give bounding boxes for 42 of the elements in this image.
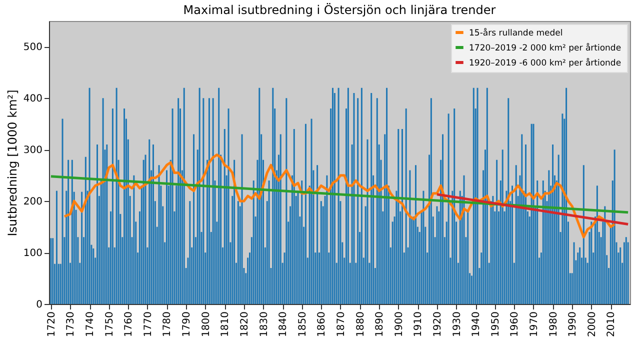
x-tick-label: 1750 xyxy=(104,312,116,337)
x-tick-label: 1960 xyxy=(510,312,521,337)
x-tick-label: 1870 xyxy=(336,312,347,337)
y-tick-label: 300 xyxy=(23,145,42,156)
x-tick-label: 1770 xyxy=(142,312,154,337)
y-axis-title: Isutbredning [1000 km²] xyxy=(5,90,20,236)
x-tick-label: 1810 xyxy=(220,312,232,337)
x-tick-label: 1790 xyxy=(182,312,193,337)
x-tick-label: 1730 xyxy=(66,312,77,337)
x-tick-label: 1860 xyxy=(316,312,328,337)
x-tick-label: 1740 xyxy=(85,312,96,337)
y-tick-label: 400 xyxy=(23,94,42,105)
x-tick-label: 2010 xyxy=(606,312,618,337)
x-tick-label: 1850 xyxy=(297,312,308,337)
y-tick-label: 500 xyxy=(23,42,42,54)
x-tick-label: 1940 xyxy=(471,312,482,337)
y-tick-label: 200 xyxy=(23,196,42,208)
x-tick-label: 1970 xyxy=(528,312,540,337)
x-tick-label: 1980 xyxy=(548,312,560,337)
line-series xyxy=(63,154,616,238)
x-tick-label: 1840 xyxy=(278,312,290,337)
x-tick-label: 1950 xyxy=(490,312,502,337)
x-tick-label: 2000 xyxy=(586,312,598,337)
x-tick-label: 1800 xyxy=(200,312,212,337)
x-tick-label: 1910 xyxy=(413,312,424,337)
chart-title: Maximal isutbredning i Östersjön och linjära trender xyxy=(183,3,496,17)
y-tick-label: 0 xyxy=(36,300,42,310)
x-tick-label: 1830 xyxy=(258,312,270,337)
x-tick-label: 1780 xyxy=(162,312,174,337)
x-tick-label: 1720 xyxy=(46,312,58,337)
x-tick-label: 1930 xyxy=(452,312,463,337)
x-tick-label: 1820 xyxy=(239,312,250,337)
legend-label: 1920–2019 -6 000 km² per årtionde xyxy=(469,58,622,68)
x-tick-label: 1900 xyxy=(394,312,405,337)
x-tick-label: 1880 xyxy=(355,312,366,337)
x-tick-label: 1890 xyxy=(374,312,386,337)
x-tick-label: 1990 xyxy=(568,312,579,337)
x-tick-label: 1920 xyxy=(432,312,444,337)
legend-label: 15-års rullande medel xyxy=(469,28,563,38)
x-tick-label: 1760 xyxy=(124,312,135,337)
legend-label: 1720–2019 -2 000 km² per årtionde xyxy=(469,42,622,54)
y-tick-label: 100 xyxy=(23,248,42,260)
